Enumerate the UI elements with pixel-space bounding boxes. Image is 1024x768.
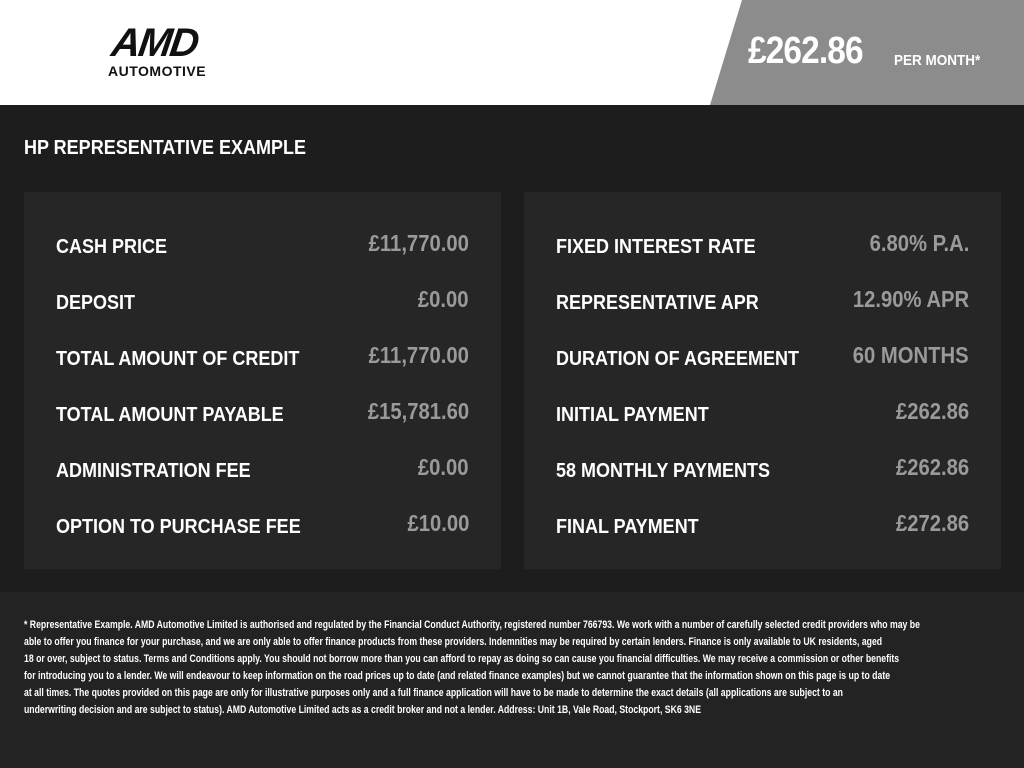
logo-main: AMD: [108, 21, 201, 65]
finance-label: FINAL PAYMENT: [556, 516, 699, 538]
finance-value: 12.90% APR: [852, 286, 969, 312]
finance-label: TOTAL AMOUNT OF CREDIT: [56, 348, 300, 370]
finance-value: £262.86: [895, 398, 969, 424]
finance-label: TOTAL AMOUNT PAYABLE: [56, 404, 284, 426]
finance-value: £11,770.00: [368, 230, 469, 256]
disclaimer-line: able to offer you finance for your purch…: [24, 635, 883, 648]
finance-label: CASH PRICE: [56, 236, 168, 258]
finance-label: FIXED INTEREST RATE: [556, 236, 756, 258]
finance-row: OPTION TO PURCHASE FEE £10.00: [56, 510, 469, 540]
logo-sub: AUTOMOTIVE: [108, 63, 207, 79]
per-month-label: PER MONTH*: [894, 52, 981, 69]
finance-value: £10.00: [407, 510, 469, 536]
monthly-price: £262.86: [748, 30, 864, 72]
finance-value: £15,781.60: [367, 398, 469, 424]
finance-row: CASH PRICE £11,770.00: [56, 230, 469, 260]
finance-label: INITIAL PAYMENT: [556, 404, 709, 426]
finance-label: DEPOSIT: [56, 292, 136, 314]
finance-panel-right: FIXED INTEREST RATE 6.80% P.A. REPRESENTAT…: [524, 192, 1001, 569]
finance-value: £11,770.00: [368, 342, 469, 368]
finance-label: 58 MONTHLY PAYMENTS: [556, 460, 771, 482]
disclaimer-line: 18 or over, subject to status. Terms and…: [24, 652, 900, 665]
monthly-price-box: £262.86 PER MONTH*: [710, 0, 1024, 105]
finance-row: ADMINISTRATION FEE £0.00: [56, 454, 469, 484]
finance-value: £0.00: [418, 454, 469, 480]
finance-value: £262.86: [895, 454, 969, 480]
finance-row: INITIAL PAYMENT £262.86: [556, 398, 969, 428]
finance-value: 60 MONTHS: [853, 342, 969, 368]
finance-label: ADMINISTRATION FEE: [56, 460, 251, 482]
finance-label: DURATION OF AGREEMENT: [556, 348, 799, 370]
footer: [0, 592, 1024, 768]
finance-row: 58 MONTHLY PAYMENTS £262.86: [556, 454, 969, 484]
finance-label: OPTION TO PURCHASE FEE: [56, 516, 301, 538]
disclaimer-line: underwriting decision and are subject to…: [24, 703, 701, 716]
finance-row: DEPOSIT £0.00: [56, 286, 469, 316]
disclaimer-line: * Representative Example. AMD Automotive…: [24, 619, 920, 631]
finance-row: TOTAL AMOUNT OF CREDIT £11,770.00: [56, 342, 469, 372]
finance-value: 6.80% P.A.: [869, 230, 969, 256]
header: AMD AUTOMOTIVE £262.86 PER MONTH*: [0, 0, 1024, 105]
finance-row: REPRESENTATIVE APR 12.90% APR: [556, 286, 969, 316]
finance-label: REPRESENTATIVE APR: [556, 292, 759, 314]
disclaimer-line: for introducing you to a lender. We will…: [24, 669, 891, 682]
finance-value: £272.86: [895, 510, 969, 536]
page-title: HP REPRESENTATIVE EXAMPLE: [24, 137, 307, 159]
disclaimer-line: at all times. The quotes provided on thi…: [24, 686, 843, 699]
finance-row: DURATION OF AGREEMENT 60 MONTHS: [556, 342, 969, 372]
finance-row: FINAL PAYMENT £272.86: [556, 510, 969, 540]
finance-panel-left: CASH PRICE £11,770.00 DEPOSIT £0.00 TOTAL AM…: [24, 192, 501, 569]
finance-row: FIXED INTEREST RATE 6.80% P.A.: [556, 230, 969, 260]
disclaimer: * Representative Example. AMD Automotive…: [24, 617, 920, 718]
finance-value: £0.00: [418, 286, 469, 312]
finance-row: TOTAL AMOUNT PAYABLE £15,781.60: [56, 398, 469, 428]
amd-automotive-logo: AMD AUTOMOTIVE: [108, 21, 228, 80]
